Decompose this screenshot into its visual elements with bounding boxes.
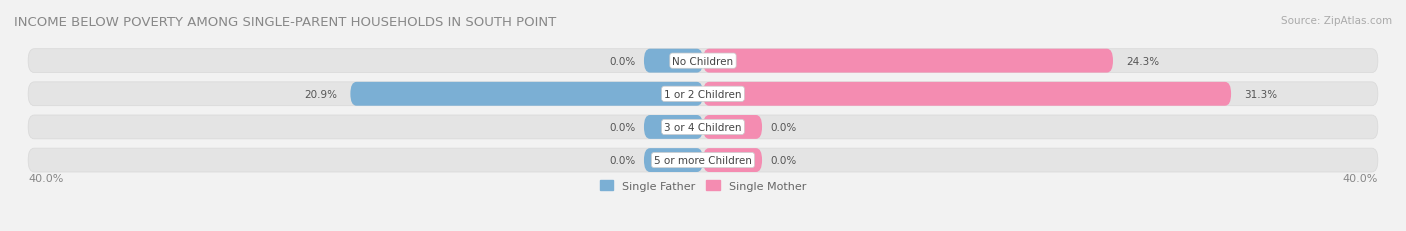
FancyBboxPatch shape: [350, 82, 703, 106]
FancyBboxPatch shape: [28, 116, 1378, 139]
FancyBboxPatch shape: [703, 49, 1114, 73]
Text: Source: ZipAtlas.com: Source: ZipAtlas.com: [1281, 16, 1392, 26]
Text: 3 or 4 Children: 3 or 4 Children: [664, 122, 742, 132]
Text: No Children: No Children: [672, 56, 734, 66]
Text: 5 or more Children: 5 or more Children: [654, 155, 752, 165]
FancyBboxPatch shape: [644, 49, 703, 73]
FancyBboxPatch shape: [644, 116, 703, 139]
FancyBboxPatch shape: [28, 82, 1378, 106]
Text: 40.0%: 40.0%: [1343, 173, 1378, 183]
FancyBboxPatch shape: [28, 49, 1378, 73]
FancyBboxPatch shape: [703, 149, 762, 172]
Text: 40.0%: 40.0%: [28, 173, 63, 183]
Text: 0.0%: 0.0%: [770, 122, 797, 132]
Text: 20.9%: 20.9%: [304, 89, 337, 99]
Text: 1 or 2 Children: 1 or 2 Children: [664, 89, 742, 99]
FancyBboxPatch shape: [703, 116, 762, 139]
Text: 0.0%: 0.0%: [609, 56, 636, 66]
FancyBboxPatch shape: [703, 82, 1232, 106]
Legend: Single Father, Single Mother: Single Father, Single Mother: [596, 176, 810, 195]
Text: 0.0%: 0.0%: [770, 155, 797, 165]
Text: 24.3%: 24.3%: [1126, 56, 1160, 66]
Text: INCOME BELOW POVERTY AMONG SINGLE-PARENT HOUSEHOLDS IN SOUTH POINT: INCOME BELOW POVERTY AMONG SINGLE-PARENT…: [14, 16, 557, 29]
Text: 0.0%: 0.0%: [609, 122, 636, 132]
Text: 0.0%: 0.0%: [609, 155, 636, 165]
Text: 31.3%: 31.3%: [1244, 89, 1278, 99]
FancyBboxPatch shape: [28, 149, 1378, 172]
FancyBboxPatch shape: [644, 149, 703, 172]
